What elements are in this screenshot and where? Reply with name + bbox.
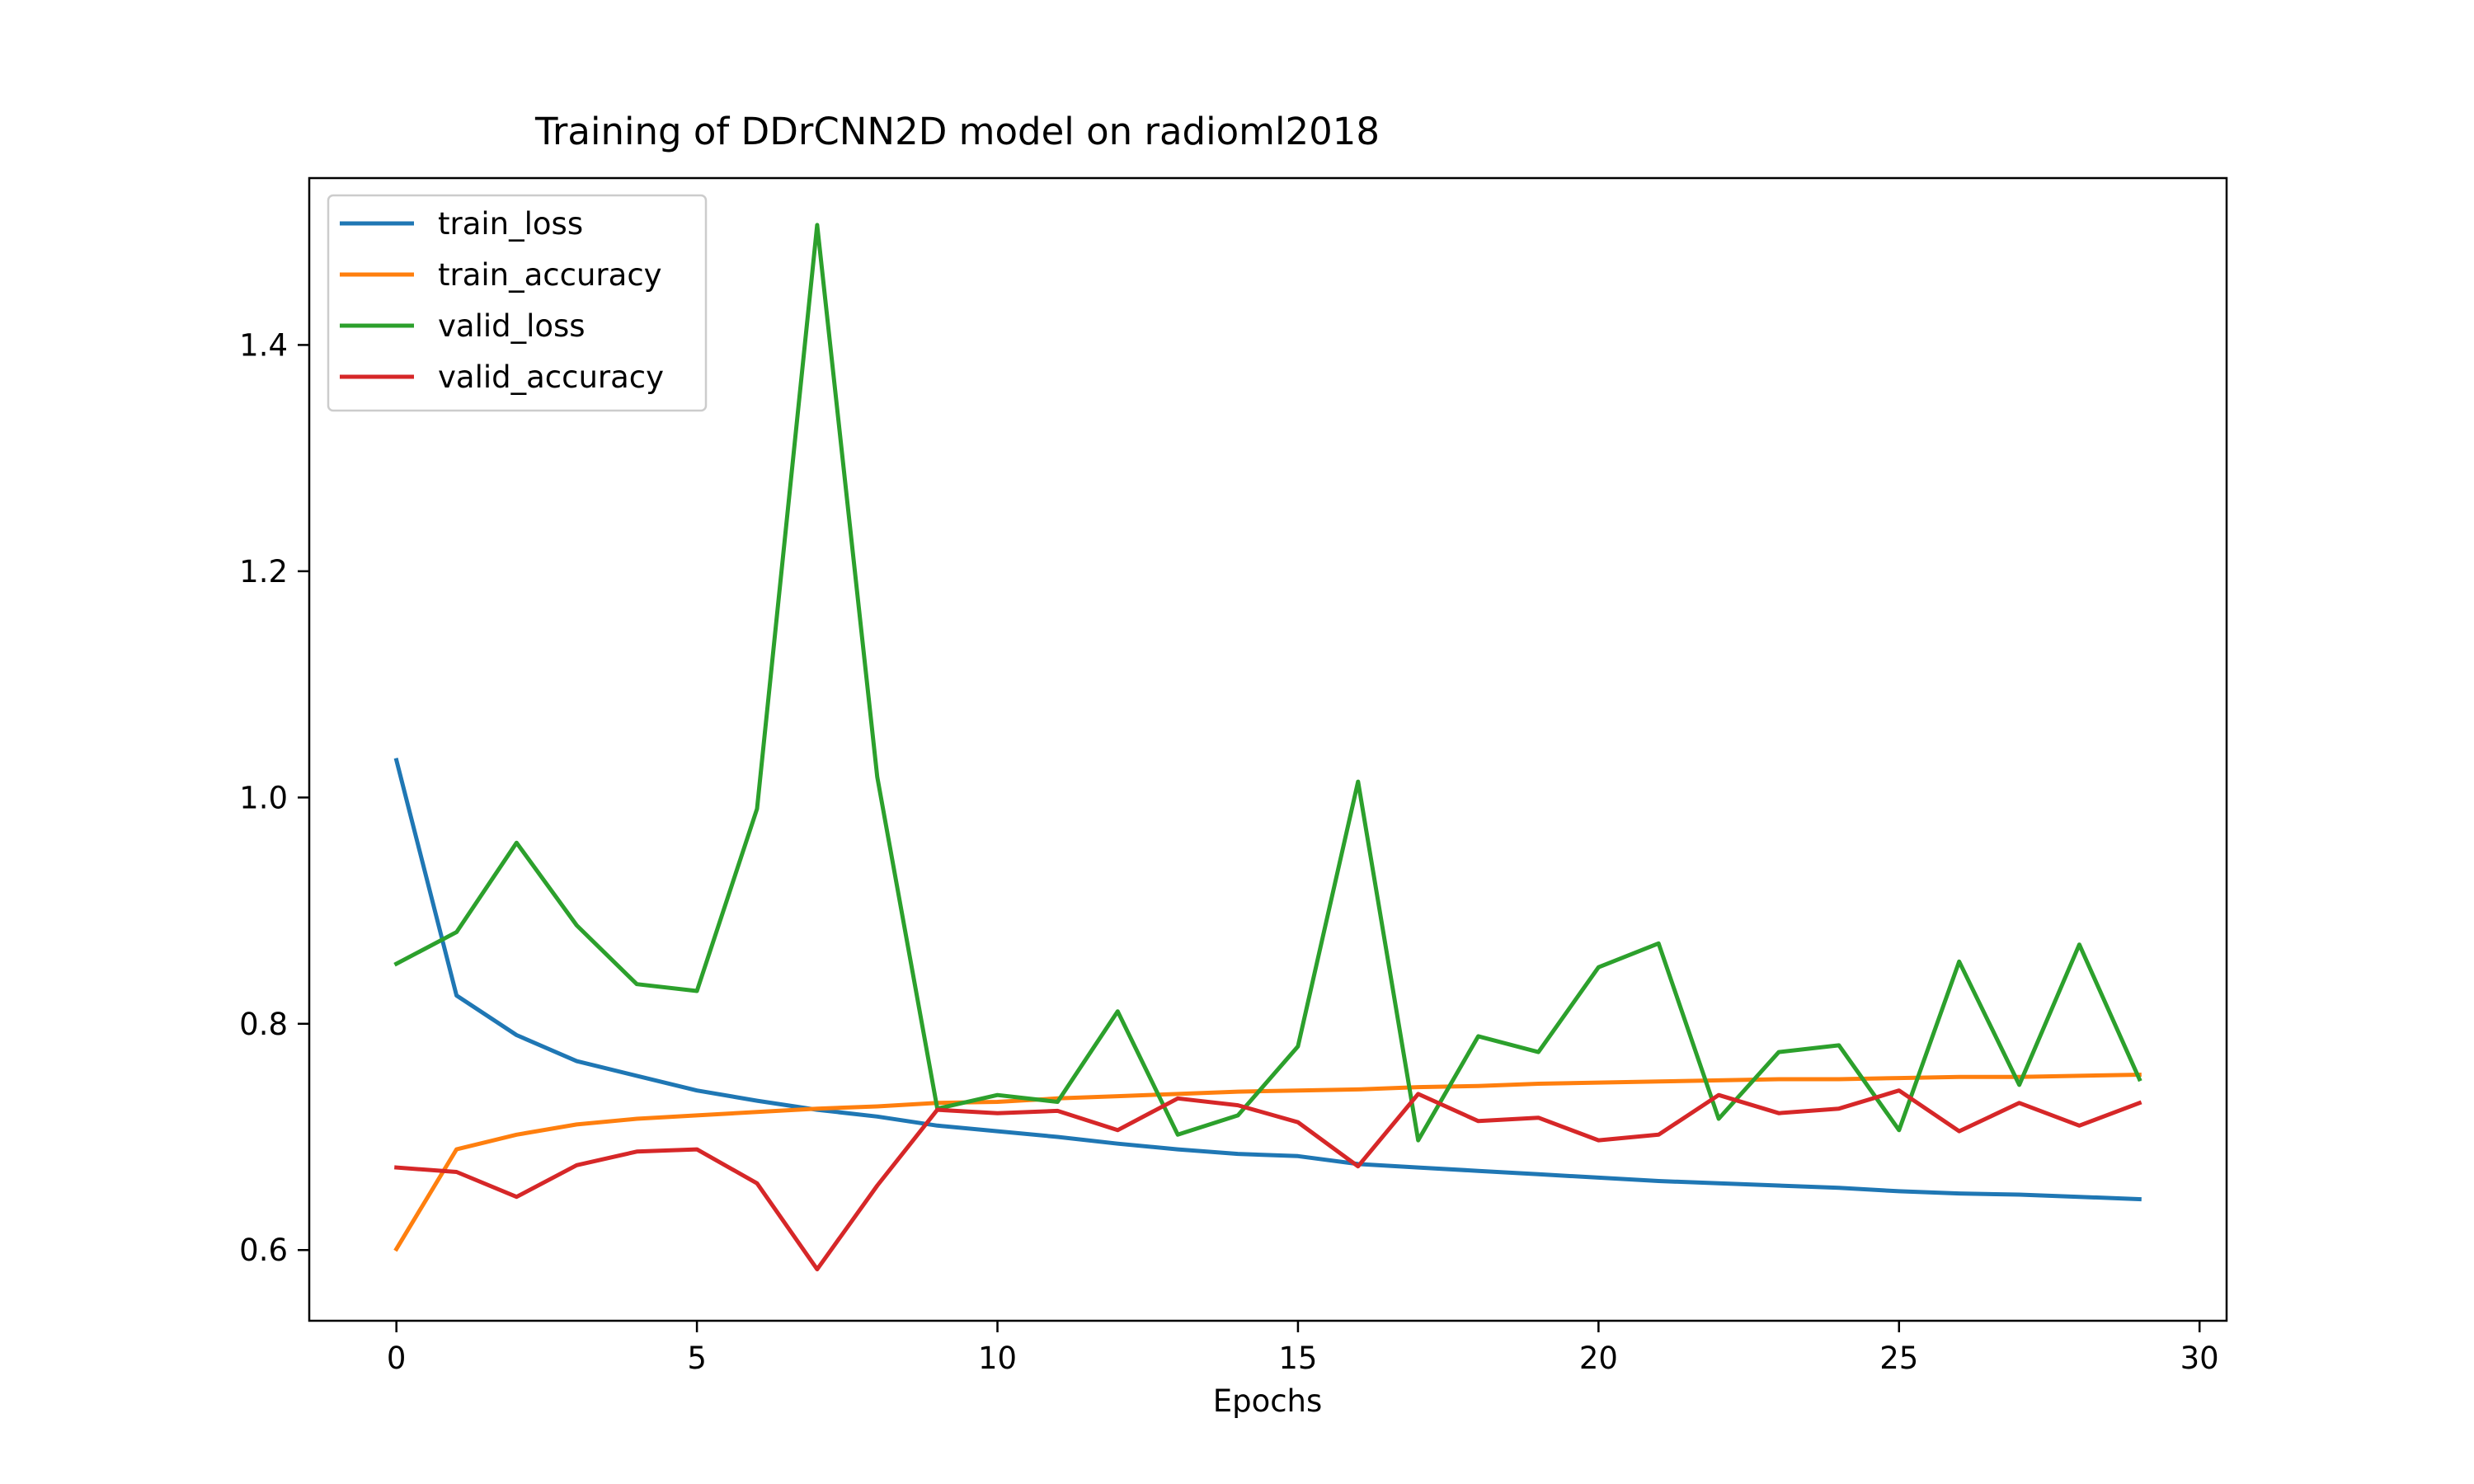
y-axis-ticks: 0.6 0.8 1.0 1.2 1.4 [239,327,309,1268]
legend-box [327,194,708,412]
plot-lines [393,223,2142,1272]
y-tick-label: 1.4 [239,327,288,363]
legend-label: valid_loss [438,308,586,344]
y-tick-label: 0.8 [239,1007,288,1042]
series-line-train-accuracy [393,1072,2142,1252]
legend: train_loss train_accuracy valid_loss valid_… [327,194,708,412]
x-tick-label: 25 [1879,1341,1918,1376]
x-tick-label: 5 [687,1341,707,1376]
y-tick-label: 1.0 [239,780,288,815]
plot-frame [308,176,2228,1322]
y-tick-label: 1.2 [239,554,288,589]
x-tick-label: 30 [2180,1341,2219,1376]
x-tick-label: 20 [1579,1341,1618,1376]
legend-label: train_accuracy [438,257,662,293]
legend-label: valid_accuracy [438,359,664,395]
x-tick-label: 10 [978,1341,1017,1376]
series-line-valid-loss [393,223,2142,1143]
y-tick-label: 0.6 [239,1233,288,1268]
x-axis-ticks: 0 5 10 15 20 25 30 [387,1321,2219,1376]
x-axis-label: Epochs [1213,1383,1323,1419]
chart-title: Training of DDrCNN2D model on radioml201… [534,110,1380,153]
series-line-valid-accuracy [394,1088,2142,1272]
series-line-train-loss [393,757,2142,1202]
x-tick-label: 15 [1278,1341,1317,1376]
legend-label: train_loss [438,206,583,242]
x-tick-label: 0 [387,1341,407,1376]
